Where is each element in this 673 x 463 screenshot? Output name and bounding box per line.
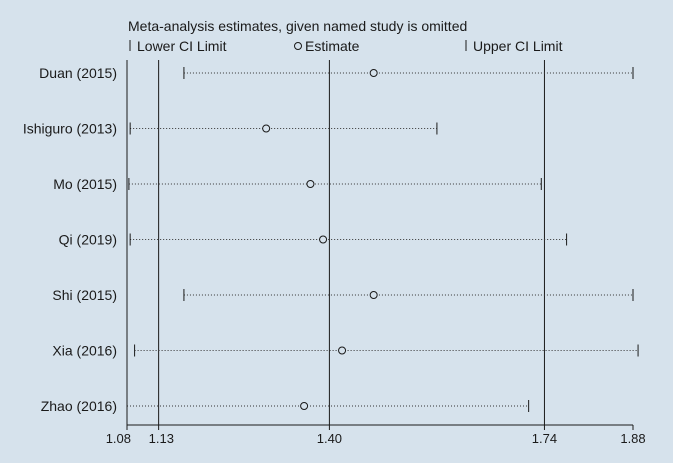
- study-row: Xia (2016): [52, 343, 639, 359]
- estimate-marker: [319, 235, 328, 244]
- estimate-marker: [300, 402, 309, 410]
- plot-area: Duan (2015) Ishiguro (2013) Mo (2015) Qi (2…: [23, 60, 646, 446]
- estimate-marker: [338, 346, 347, 355]
- legend-estimate-marker: [294, 42, 302, 50]
- x-tick-label: 1.13: [149, 431, 174, 446]
- study-row: Mo (2015): [53, 176, 542, 192]
- study-row: Qi (2019): [59, 232, 568, 248]
- study-label: Xia (2016): [52, 343, 117, 359]
- study-row: Shi (2015): [52, 287, 634, 303]
- estimate-marker: [369, 291, 378, 299]
- study-label: Mo (2015): [53, 176, 117, 192]
- study-label: Shi (2015): [52, 287, 117, 303]
- study-label: Ishiguro (2013): [23, 121, 117, 137]
- x-tick-label: 1.08: [106, 431, 131, 446]
- x-tick-label: 1.40: [317, 431, 342, 446]
- reference-lines: [126, 60, 545, 425]
- estimate-marker: [369, 69, 378, 77]
- legend-estimate-label: Estimate: [305, 38, 360, 54]
- x-tick-label: 1.88: [620, 431, 645, 446]
- x-tick-label: 1.74: [532, 431, 557, 446]
- study-row: Duan (2015): [39, 65, 634, 81]
- estimate-marker: [262, 124, 271, 133]
- legend-lower-label: Lower CI Limit: [137, 38, 227, 54]
- study-row: Zhao (2016): [41, 398, 530, 414]
- study-label: Zhao (2016): [41, 398, 117, 414]
- study-label: Qi (2019): [59, 232, 117, 248]
- x-axis-ticks: 1.08 1.13 1.40 1.74 1.88: [106, 425, 646, 446]
- estimate-marker: [306, 180, 315, 188]
- legend-upper-label: Upper CI Limit: [473, 38, 563, 54]
- chart-title: Meta-analysis estimates, given named stu…: [128, 18, 467, 34]
- legend: Lower CI Limit Estimate Upper CI Limit: [129, 38, 563, 54]
- study-rows: Duan (2015) Ishiguro (2013) Mo (2015) Qi (2…: [23, 65, 639, 414]
- study-row: Ishiguro (2013): [23, 121, 438, 137]
- study-label: Duan (2015): [39, 65, 117, 81]
